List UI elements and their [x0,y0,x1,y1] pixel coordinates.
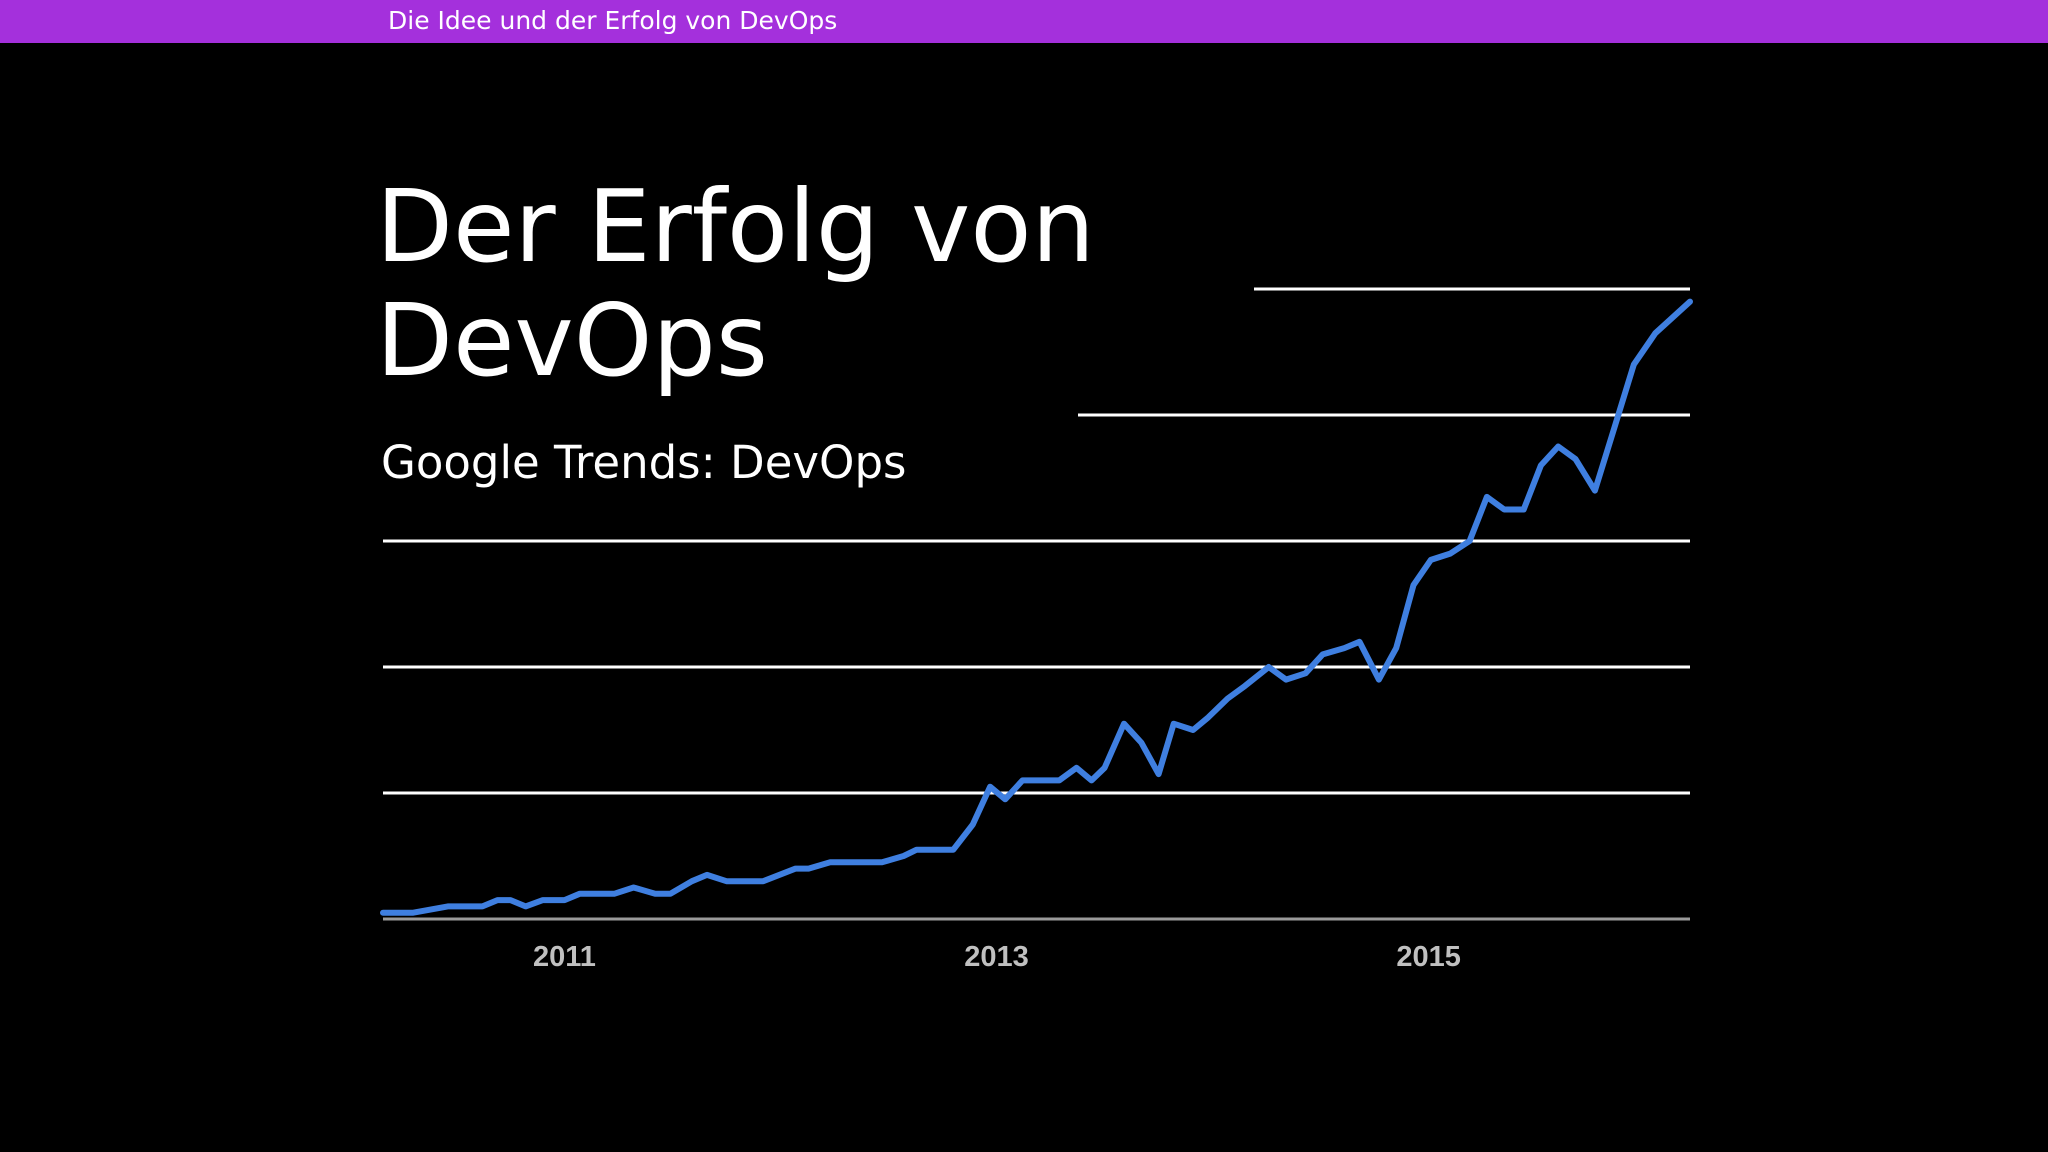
x-tick-label-2013: 2013 [964,941,1029,973]
x-tick-label-2011: 2011 [533,941,596,973]
gridlines [383,287,1690,795]
header-bar: Die Idee und der Erfolg von DevOps [0,0,2048,43]
slide-title: Der Erfolg von DevOps [376,170,1176,398]
series-line-0 [380,298,1693,916]
section-title: Die Idee und der Erfolg von DevOps [388,6,838,35]
slide-subtitle: Google Trends: DevOps [381,436,907,489]
slide-title-line1: Der Erfolg von [376,168,1095,285]
x-tick-label-2015: 2015 [1396,941,1461,973]
series-group [380,298,1693,916]
x-tick-labels: 2011 2013 2015 [533,941,1461,973]
slide-title-line2: DevOps [376,282,768,399]
